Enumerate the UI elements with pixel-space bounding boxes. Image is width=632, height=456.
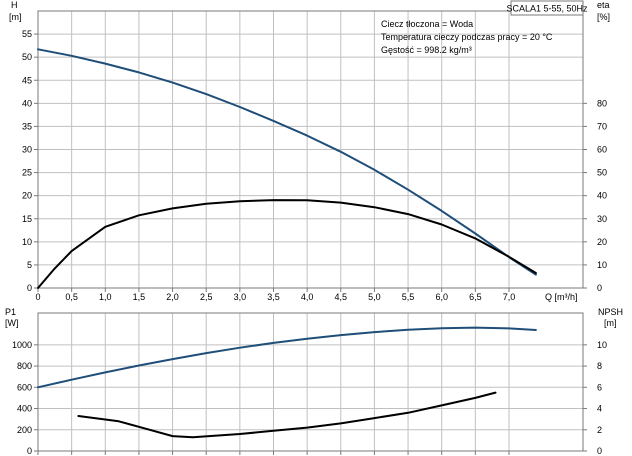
x-tick-label: 4,0 [301,292,314,302]
npsh-axis-title-line1: NPSH [598,307,623,317]
y-left-tick-label: 10 [22,237,32,247]
plot-frame [37,10,584,289]
y-right-tick-label: 30 [597,214,607,224]
y-left-tick-label: 50 [22,52,32,62]
p1-axis-title-line1: P1 [5,307,16,317]
y-left-tick-label: 600 [17,382,32,392]
series-p1-line [37,326,537,389]
x-tick-label: 5,0 [368,292,381,302]
h-axis-title-line1: H [11,0,18,10]
p1-axis-title-line2: [W] [5,318,19,328]
x-tick-label: 0,5 [65,292,78,302]
model-title-box [510,0,584,16]
y-right-tick-label: 2 [597,425,602,435]
y-left-tick-label: 0 [27,446,32,456]
x-tick-label: 2,0 [166,292,179,302]
x-tick-label: 7,0 [503,292,516,302]
info-line-liquid: Ciecz tłoczona = Woda [381,19,473,29]
y-right-tick-label: 0 [597,446,602,456]
eta-axis-title-line1: eta [597,0,610,10]
y-right-tick-label: 60 [597,145,607,155]
info-line-temperature: Temperatura cieczy podczas pracy = 20 °C [381,32,553,42]
h-axis-title-line2: [m] [9,12,22,22]
y-right-tick-label: 50 [597,168,607,178]
y-right-tick-label: 0 [597,283,602,293]
y-right-tick-label: 80 [597,98,607,108]
x-tick-label: 2,5 [200,292,213,302]
y-left-tick-label: 35 [22,121,32,131]
y-right-tick-label: 20 [597,237,607,247]
info-line-density: Gęstość = 998.2 kg/m³ [381,45,472,55]
y-left-tick-label: 400 [17,404,32,414]
eta-axis-title-line2: [%] [597,12,610,22]
x-tick-label: 5,5 [402,292,415,302]
y-left-tick-label: 25 [22,168,32,178]
q-axis-title: Q [m³/h] [545,292,578,302]
y-right-tick-label: 10 [597,340,607,350]
y-left-tick-label: 15 [22,214,32,224]
y-left-tick-label: 55 [22,29,32,39]
y-right-tick-label: 8 [597,361,602,371]
y-left-tick-label: 1000 [12,340,32,350]
y-right-tick-label: 40 [597,191,607,201]
y-left-tick-label: 800 [17,361,32,371]
model-title: SCALA1 5-55, 50Hz [506,4,588,14]
npsh-axis-title-line2: [m] [604,318,617,328]
y-right-tick-label: 70 [597,121,607,131]
panel-top: 0 5 10 15 20 25 30 35 40 45 50 55 0 10 20 30 40 50 60 70 80 0… [22,10,607,302]
y-left-tick-label: 200 [17,425,32,435]
series-npsh-line [77,391,497,439]
y-left-tick-label: 20 [22,191,32,201]
x-tick-label: 0 [35,292,40,302]
y-left-tick-label: 45 [22,75,32,85]
y-left-tick-label: 5 [27,260,32,270]
y-left-tick-label: 30 [22,145,32,155]
y-right-tick-label: 4 [597,404,602,414]
x-tick-label: 1,0 [99,292,112,302]
y-right-tick-label: 6 [597,382,602,392]
x-tick-label: 3,0 [234,292,247,302]
x-tick-label: 6,5 [469,292,482,302]
x-tick-label: 1,5 [133,292,146,302]
y-left-tick-label: 0 [27,283,32,293]
series-h-line [37,48,537,276]
panel-bottom: 0 200 400 600 800 1000 0 2 4 6 8 10 [12,312,607,456]
x-tick-label: 4,5 [335,292,348,302]
series-eta-line [37,199,537,289]
x-tick-label: 3,5 [267,292,280,302]
x-tick-label: 6,0 [435,292,448,302]
plot-frame [37,312,584,452]
y-right-tick-label: 10 [597,260,607,270]
y-left-tick-label: 40 [22,98,32,108]
